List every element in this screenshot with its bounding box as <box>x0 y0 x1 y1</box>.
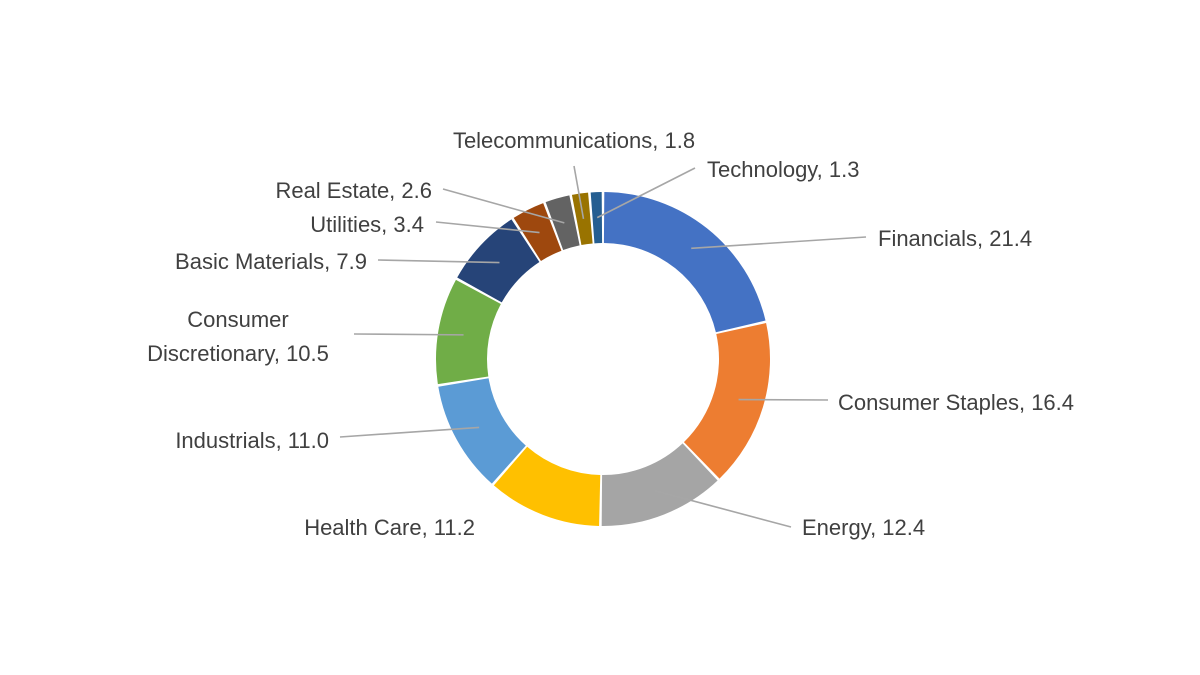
slice-basic-materials <box>457 219 540 303</box>
data-label-financials: Financials, 21.4 <box>878 226 1032 251</box>
data-label-consumer-discretionary: Consumer Discretionary, 10.5 <box>147 307 329 366</box>
data-label-real-estate: Real Estate, 2.6 <box>275 178 432 203</box>
slice-industrials <box>438 378 526 484</box>
slice-consumer-discretionary <box>436 279 501 385</box>
leader-line-telecommunications <box>573 165 585 219</box>
slice-energy <box>601 443 718 526</box>
data-label-industrials: Industrials, 11.0 <box>175 428 329 453</box>
leader-line-basic-materials <box>377 259 500 264</box>
leader-line-consumer-discretionary <box>353 333 464 336</box>
leader-line-real-estate <box>442 188 565 224</box>
slice-health-care <box>493 446 601 526</box>
data-labels-group: Financials, 21.4 Consumer Staples, 16.4 En… <box>147 128 1074 540</box>
data-label-telecommunications: Telecommunications, 1.8 <box>453 128 695 153</box>
data-label-energy: Energy, 12.4 <box>802 515 925 540</box>
leader-line-financials <box>691 236 867 250</box>
data-label-health-care: Health Care, 11.2 <box>304 515 475 540</box>
leader-line-industrials <box>339 426 480 438</box>
leader-line-energy <box>654 489 792 528</box>
data-label-technology: Technology, 1.3 <box>707 157 859 182</box>
data-label-basic-materials: Basic Materials, 7.9 <box>175 249 367 274</box>
slices-group <box>436 192 770 526</box>
slice-telecommunications <box>571 192 593 246</box>
leader-line-utilities <box>435 221 540 234</box>
slice-technology <box>590 192 603 244</box>
leader-line-technology <box>596 167 696 219</box>
slice-financials <box>603 192 766 333</box>
data-label-consumer-staples: Consumer Staples, 16.4 <box>838 390 1074 415</box>
leader-lines-group <box>339 165 867 528</box>
slice-consumer-staples <box>683 323 770 479</box>
data-label-utilities: Utilities, 3.4 <box>310 212 424 237</box>
